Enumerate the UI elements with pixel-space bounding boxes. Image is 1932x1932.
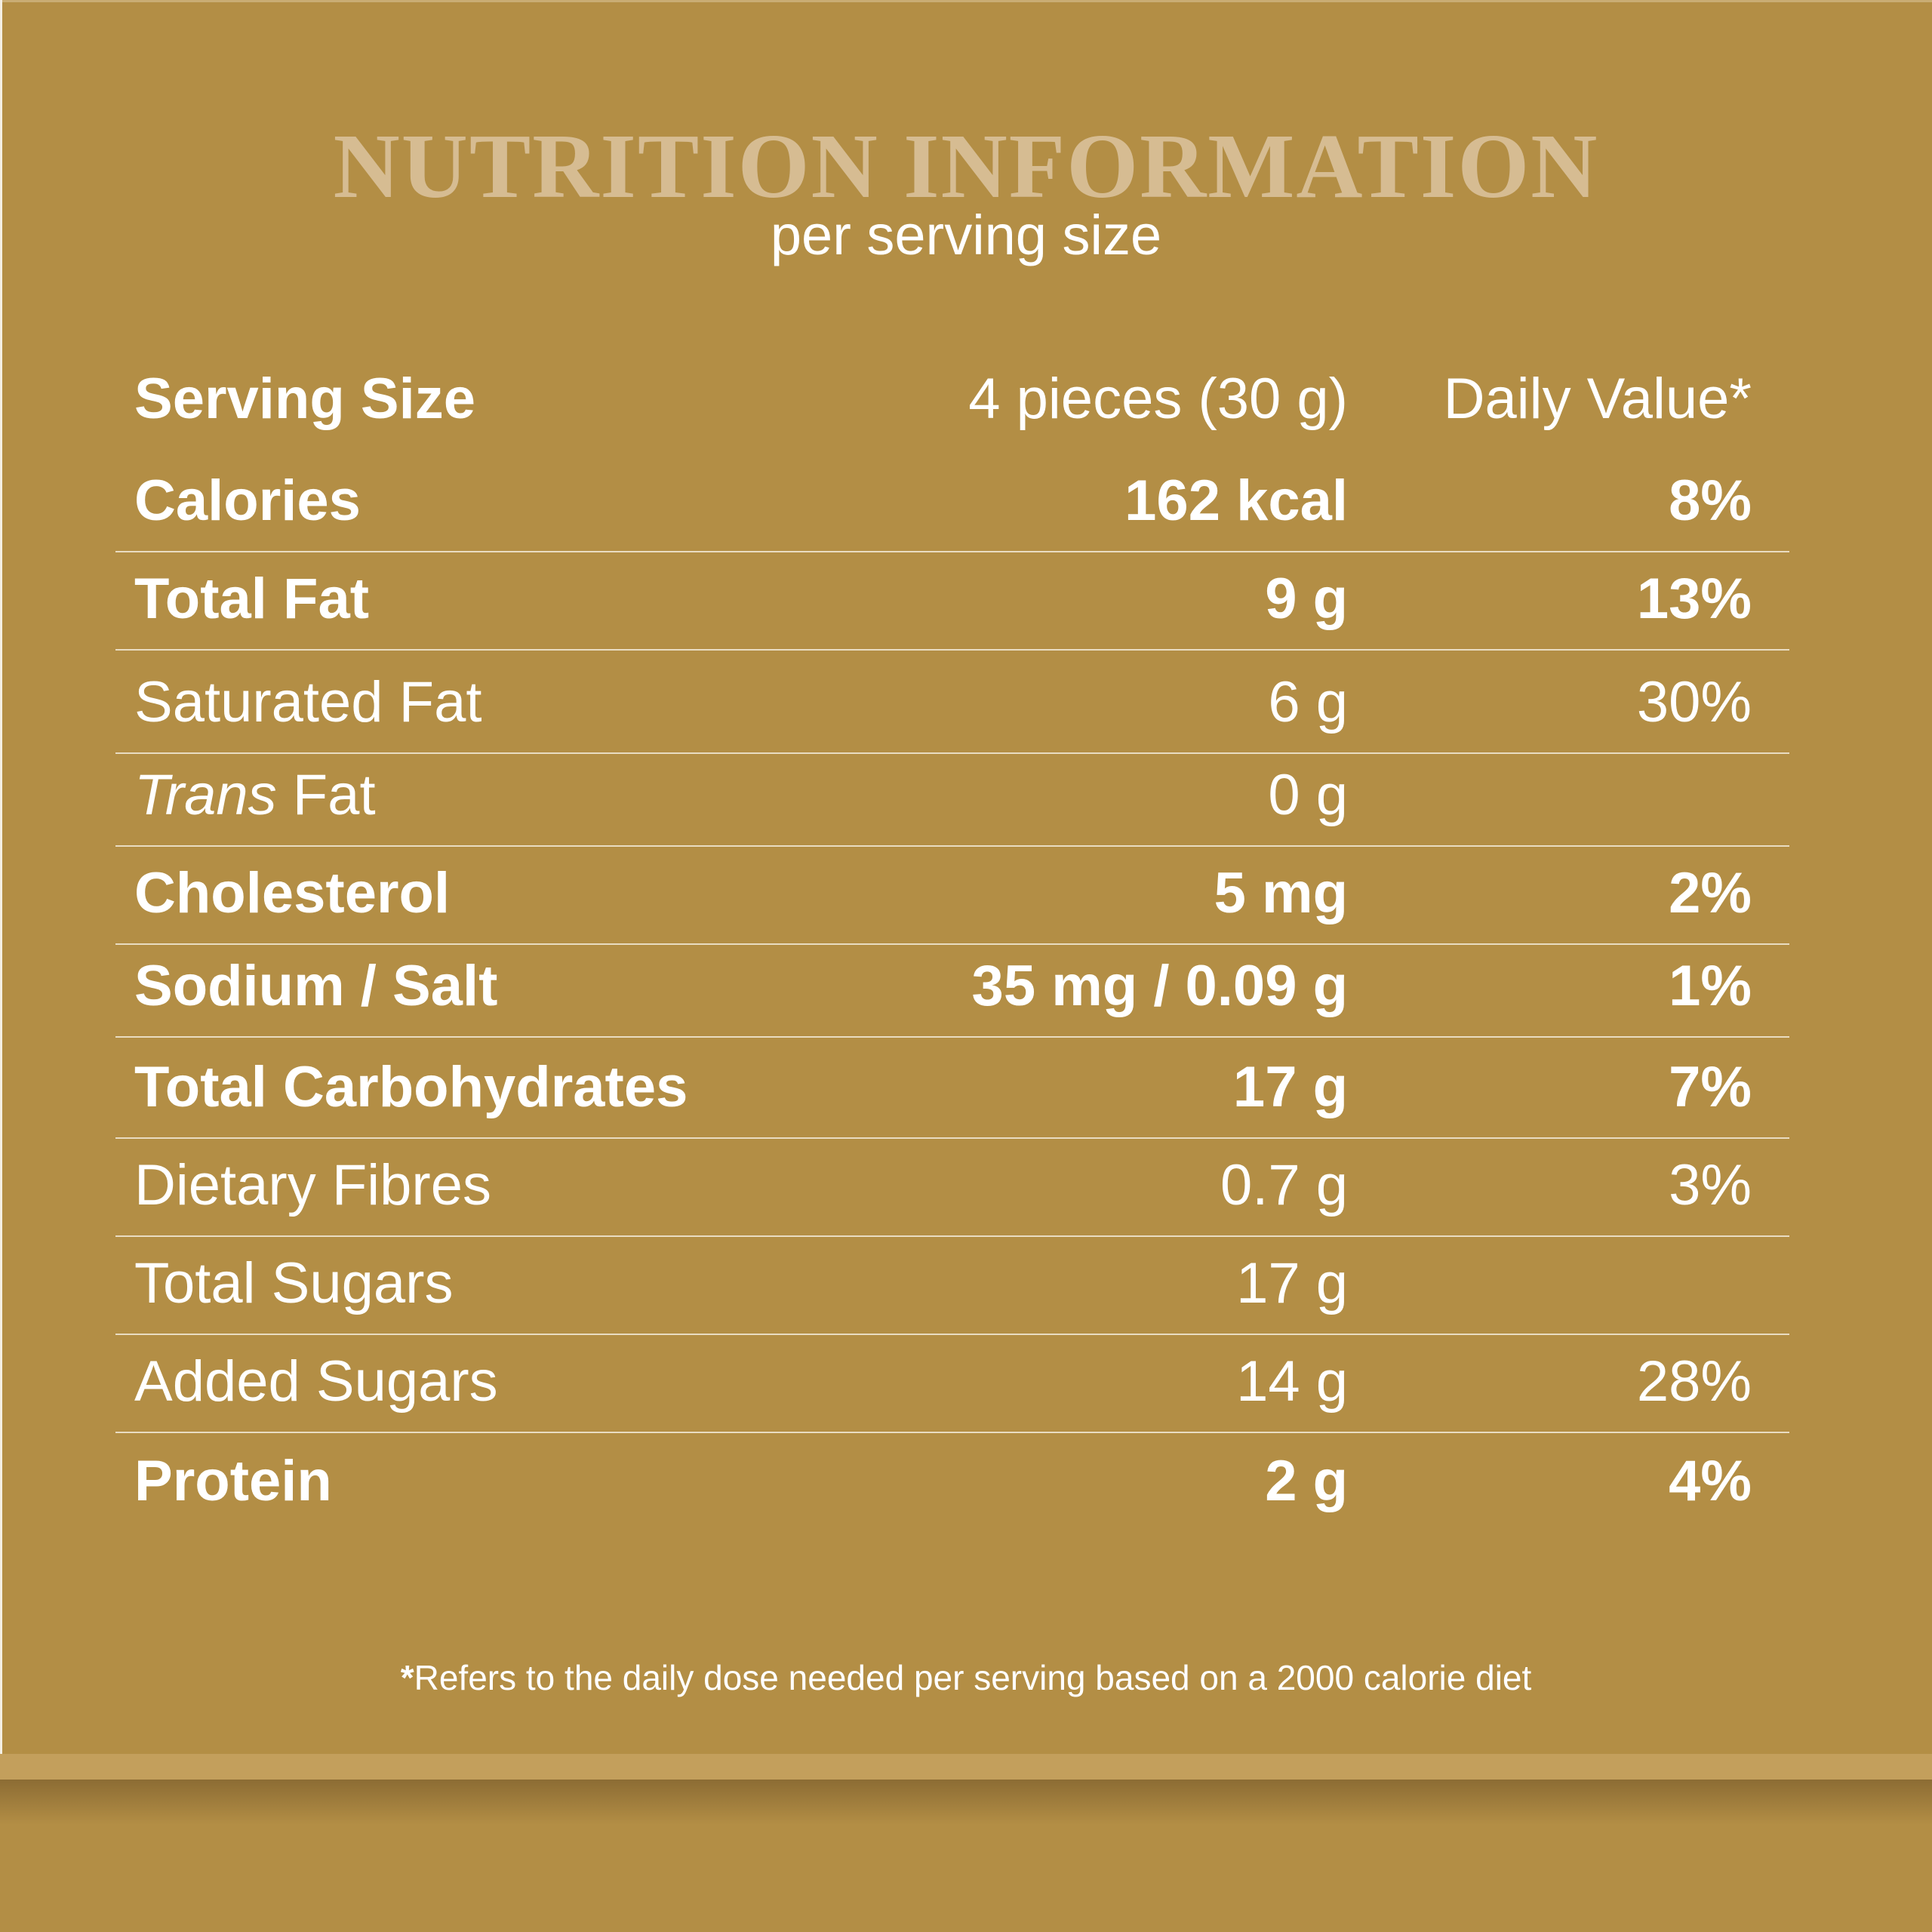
table-row: Trans Fat 0 g (115, 754, 1789, 847)
nutrient-name: Saturated Fat (134, 670, 482, 734)
nutrition-table: Serving Size 4 pieces (30 g) Daily Value… (115, 343, 1789, 1531)
nutrition-panel (2, 2, 1932, 1754)
page-subtitle: per serving size (770, 204, 1162, 266)
nutrient-amount: 162 kcal (1124, 469, 1348, 533)
nutrient-amount: 35 mg / 0.09 g (971, 954, 1348, 1018)
nutrient-dv: 3% (1669, 1153, 1752, 1217)
nutrient-name: Sodium / Salt (134, 954, 498, 1018)
table-row: Cholesterol 5 mg 2% (115, 847, 1789, 945)
nutrient-name: Cholesterol (134, 861, 451, 925)
footnote: *Refers to the daily dose needed per ser… (0, 1657, 1932, 1698)
footnote-star: * (400, 1658, 414, 1697)
nutrient-name: Added Sugars (134, 1349, 498, 1414)
table-row: Saturated Fat 6 g 30% (115, 651, 1789, 754)
nutrient-name: Trans Fat (134, 767, 376, 824)
table-row: Total Sugars 17 g (115, 1237, 1789, 1335)
nutrient-name: Total Sugars (134, 1251, 454, 1315)
nutrient-dv: 8% (1669, 469, 1752, 533)
nutrient-dv: 1% (1669, 954, 1752, 1018)
nutrient-amount: 0 g (1268, 763, 1348, 827)
page-title: NUTRITION INFORMATION (333, 115, 1599, 217)
nutrient-dv: 4% (1669, 1449, 1752, 1513)
nutrient-name-italic: Trans (134, 763, 277, 827)
daily-value-header: Daily Value* (1443, 367, 1752, 431)
top-edge (0, 0, 1932, 2)
nutrient-amount: 2 g (1265, 1449, 1348, 1513)
nutrient-name: Calories (134, 469, 361, 533)
nutrient-dv: 13% (1636, 567, 1752, 631)
nutrient-dv: 30% (1636, 670, 1752, 734)
nutrient-name: Dietary Fibres (134, 1153, 491, 1217)
nutrient-amount: 5 mg (1214, 861, 1348, 925)
table-row: Dietary Fibres 0.7 g 3% (115, 1139, 1789, 1237)
nutrient-amount: 0.7 g (1220, 1153, 1348, 1217)
nutrient-amount: 17 g (1236, 1251, 1348, 1315)
nutrient-name: Total Carbohydrates (134, 1055, 688, 1119)
table-row: Calories 162 kcal 8% (115, 449, 1789, 552)
table-row: Total Fat 9 g 13% (115, 552, 1789, 651)
nutrient-name: Protein (134, 1449, 332, 1513)
nutrient-dv: 7% (1669, 1055, 1752, 1119)
nutrient-dv: 28% (1636, 1349, 1752, 1414)
nutrient-amount: 14 g (1236, 1349, 1348, 1414)
nutrient-name: Total Fat (134, 567, 370, 631)
table-row: Total Carbohydrates 17 g 7% (115, 1038, 1789, 1139)
nutrient-amount: 9 g (1265, 567, 1348, 631)
serving-row: Serving Size 4 pieces (30 g) Daily Value… (115, 343, 1789, 449)
serving-amount: 4 pieces (30 g) (968, 367, 1348, 431)
footnote-text: Refers to the daily dose needed per serv… (414, 1658, 1532, 1697)
table-row: Protein 2 g 4% (115, 1433, 1789, 1531)
bottom-band (0, 1754, 1932, 1780)
nutrient-amount: 6 g (1268, 670, 1348, 734)
nutrient-amount: 17 g (1232, 1055, 1348, 1119)
nutrient-name-rest: Fat (276, 763, 376, 827)
table-row: Added Sugars 14 g 28% (115, 1335, 1789, 1433)
left-edge (0, 0, 2, 1758)
bottom-shadow (0, 1780, 1932, 1825)
nutrient-dv: 2% (1669, 861, 1752, 925)
serving-label: Serving Size (134, 367, 475, 431)
table-row: Sodium / Salt 35 mg / 0.09 g 1% (115, 945, 1789, 1038)
